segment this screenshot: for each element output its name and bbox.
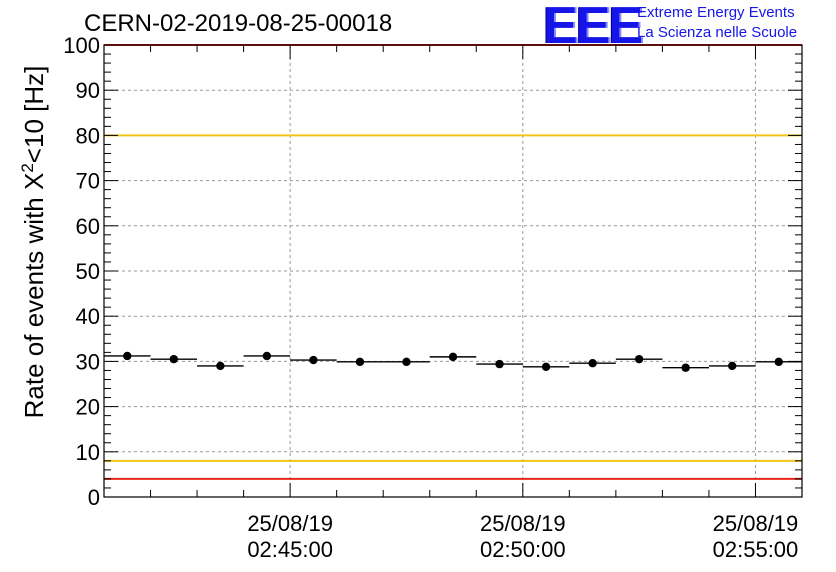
data-point bbox=[169, 354, 178, 364]
x-tick-labels: 25/08/1902:45:0025/08/1902:50:0025/08/19… bbox=[247, 511, 798, 562]
y-tick-label: 30 bbox=[76, 349, 100, 374]
data-point bbox=[541, 362, 551, 372]
data-point bbox=[402, 357, 411, 367]
y-tick-label: 20 bbox=[76, 395, 100, 420]
y-tick-label: 0 bbox=[88, 485, 100, 510]
reference-lines bbox=[104, 44, 802, 480]
x-tick-label-time: 02:45:00 bbox=[247, 537, 333, 562]
data-point bbox=[123, 351, 132, 361]
y-tick-label: 100 bbox=[63, 33, 100, 58]
data-point bbox=[355, 357, 365, 367]
x-tick-label-time: 02:50:00 bbox=[480, 537, 566, 562]
logo-line-1: Extreme Energy Events bbox=[637, 4, 795, 21]
y-tick-labels: 0 10 20 30 40 50 60 70 80 90 100 bbox=[63, 33, 100, 510]
x-tick-label-time: 02:55:00 bbox=[713, 537, 799, 562]
data-point bbox=[216, 361, 225, 371]
data-point bbox=[495, 359, 504, 369]
y-tick-label: 70 bbox=[76, 169, 100, 194]
logo-line-2: La Scienza nelle Scuole bbox=[637, 24, 798, 41]
run-title: CERN-02-2019-08-25-00018 bbox=[84, 10, 393, 37]
data-point bbox=[681, 363, 690, 372]
eee-logo: EEE bbox=[543, 0, 643, 55]
data-point bbox=[728, 361, 737, 371]
y-axis-label: Rate of events with X2<10 [Hz] bbox=[18, 66, 50, 419]
y-tick-label: 50 bbox=[76, 259, 100, 284]
data-point bbox=[448, 352, 458, 362]
y-axis-label-main: Rate of events with X bbox=[18, 172, 49, 419]
data-point bbox=[588, 359, 597, 368]
y-tick-label: 90 bbox=[76, 78, 100, 103]
axis-ticks bbox=[103, 44, 803, 498]
y-tick-label: 60 bbox=[76, 214, 100, 239]
y-axis-label-tail: <10 [Hz] bbox=[18, 65, 49, 164]
data-points bbox=[104, 351, 802, 372]
y-tick-label: 40 bbox=[76, 304, 100, 329]
y-axis-label-sup: 2 bbox=[18, 163, 38, 173]
data-point bbox=[262, 351, 272, 361]
grid-lines bbox=[104, 45, 802, 497]
y-tick-label: 10 bbox=[76, 440, 100, 465]
y-tick-label: 80 bbox=[76, 123, 100, 148]
x-tick-label-date: 25/08/19 bbox=[247, 511, 333, 536]
data-point bbox=[309, 355, 318, 365]
data-point bbox=[634, 354, 644, 364]
x-tick-label-date: 25/08/19 bbox=[480, 511, 566, 536]
x-tick-label-date: 25/08/19 bbox=[713, 511, 799, 536]
data-point bbox=[774, 357, 783, 367]
